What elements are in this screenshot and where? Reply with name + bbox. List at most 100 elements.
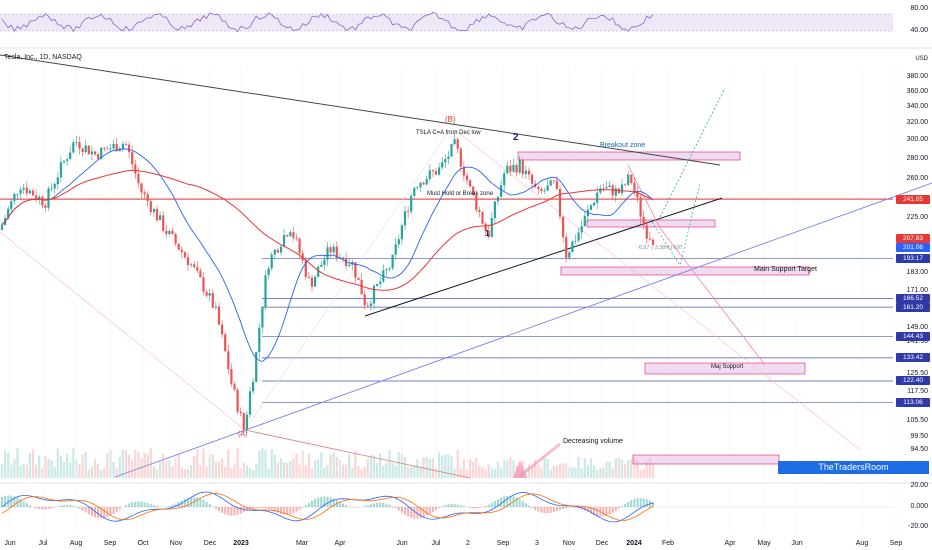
volume-bar [493, 469, 496, 478]
candle-body [295, 237, 298, 239]
volume-bar [171, 466, 174, 478]
moving-averages [1, 148, 654, 363]
signal-line [1, 493, 654, 521]
macd-histogram-bar [143, 502, 146, 507]
candle-body [264, 275, 267, 307]
macd-histogram-bar [438, 507, 441, 508]
volume-bar [391, 463, 394, 478]
price-level-tag: 144.43 [896, 332, 930, 342]
volume-bar [248, 467, 252, 478]
time-tick-label: Apr [724, 540, 736, 547]
macd-histogram-bar [190, 497, 193, 507]
macd-histogram-bar [565, 507, 568, 509]
volume-bar [537, 464, 540, 478]
candle-body [131, 152, 134, 165]
volume-bar [174, 458, 177, 478]
candle-body [276, 249, 279, 253]
volume-bar [314, 460, 317, 478]
candle-body [596, 192, 599, 203]
volume-bar [506, 460, 509, 478]
candle-body [552, 180, 555, 182]
macd-histogram-bar [478, 507, 481, 509]
macd-histogram-bar [320, 496, 323, 507]
rsi-band [0, 14, 893, 31]
volume-bar [72, 448, 75, 478]
volume-bar [407, 467, 410, 478]
volume-bar [586, 465, 589, 478]
candle-body [583, 216, 586, 227]
breakout-zone-label: Breakout zone [600, 142, 646, 149]
volume-bar [372, 455, 376, 478]
must-hold-note: Must Hold or Break zone [427, 191, 494, 197]
candle-body [121, 143, 124, 149]
candle-body [217, 306, 221, 325]
volume-bar [450, 455, 453, 478]
macd-histogram-bar [146, 503, 149, 507]
tsla-ca-note: TSLA C=A from Dec low [416, 130, 481, 136]
candle-body [31, 190, 35, 196]
volume-bar [419, 466, 422, 478]
macd-histogram-bar [611, 507, 614, 514]
macd-histogram-bar [602, 507, 605, 517]
candle-body [224, 334, 227, 352]
volume-bar [279, 458, 283, 478]
volume-bar [84, 451, 87, 478]
volume-bar [428, 458, 431, 478]
macd-histogram-bar [1, 496, 3, 507]
volume-bar [87, 469, 90, 478]
candle-body [527, 170, 531, 175]
candle-body [580, 226, 583, 233]
volume-bar [137, 451, 140, 478]
macd-histogram-bar [435, 507, 437, 510]
time-tick-label: Aug [69, 540, 83, 547]
macd-histogram-bar [41, 507, 44, 510]
candle-body [484, 223, 487, 231]
candle-body [465, 175, 469, 181]
candle-body [363, 294, 366, 306]
macd-histogram-bar [286, 507, 289, 515]
candle-body [341, 257, 345, 259]
macd-histogram-bar [627, 501, 630, 507]
volume-bar [593, 465, 596, 478]
candle-body [487, 230, 490, 237]
candle-body [230, 369, 233, 384]
time-tick-label: Sep [889, 540, 903, 547]
macd-histogram-bar [534, 507, 537, 510]
volume-bar [534, 459, 537, 478]
macd-histogram-bar [382, 502, 385, 507]
volume-bar [22, 463, 25, 478]
volume-bar [310, 468, 314, 478]
candle-body [317, 266, 320, 277]
volume-bar [221, 458, 224, 478]
candle-body [171, 230, 174, 235]
volume-bar [543, 457, 546, 478]
candle-body [239, 411, 242, 414]
volume-bar [217, 461, 221, 478]
volume-bar [298, 464, 301, 478]
maj-support-zone [644, 362, 806, 375]
volume-pane [0, 448, 655, 478]
volume-bar [624, 464, 627, 478]
volume-bar [605, 461, 608, 478]
volume-bar [639, 469, 642, 478]
volume-bar [540, 467, 543, 478]
candle-body [441, 162, 444, 168]
macd-histogram-bar [562, 507, 565, 509]
volume-bar [75, 459, 78, 478]
volume-bar [258, 450, 261, 478]
volume-bar [620, 459, 624, 478]
volume-bar [146, 454, 149, 478]
measure-label: -6.97 (-3.38%) 697 [637, 245, 683, 251]
macd-histogram-bar [639, 497, 642, 507]
macd-histogram-bar [450, 503, 453, 507]
candle-body [168, 230, 171, 235]
volume-bar [636, 459, 639, 478]
macd-histogram-bar [391, 506, 394, 507]
volume-bar [7, 452, 10, 478]
macd-histogram-bar [404, 507, 406, 515]
candle-body [379, 281, 382, 284]
candle-body [286, 235, 289, 237]
macd-histogram-bar [270, 507, 273, 511]
macd-histogram-bar [4, 495, 7, 507]
